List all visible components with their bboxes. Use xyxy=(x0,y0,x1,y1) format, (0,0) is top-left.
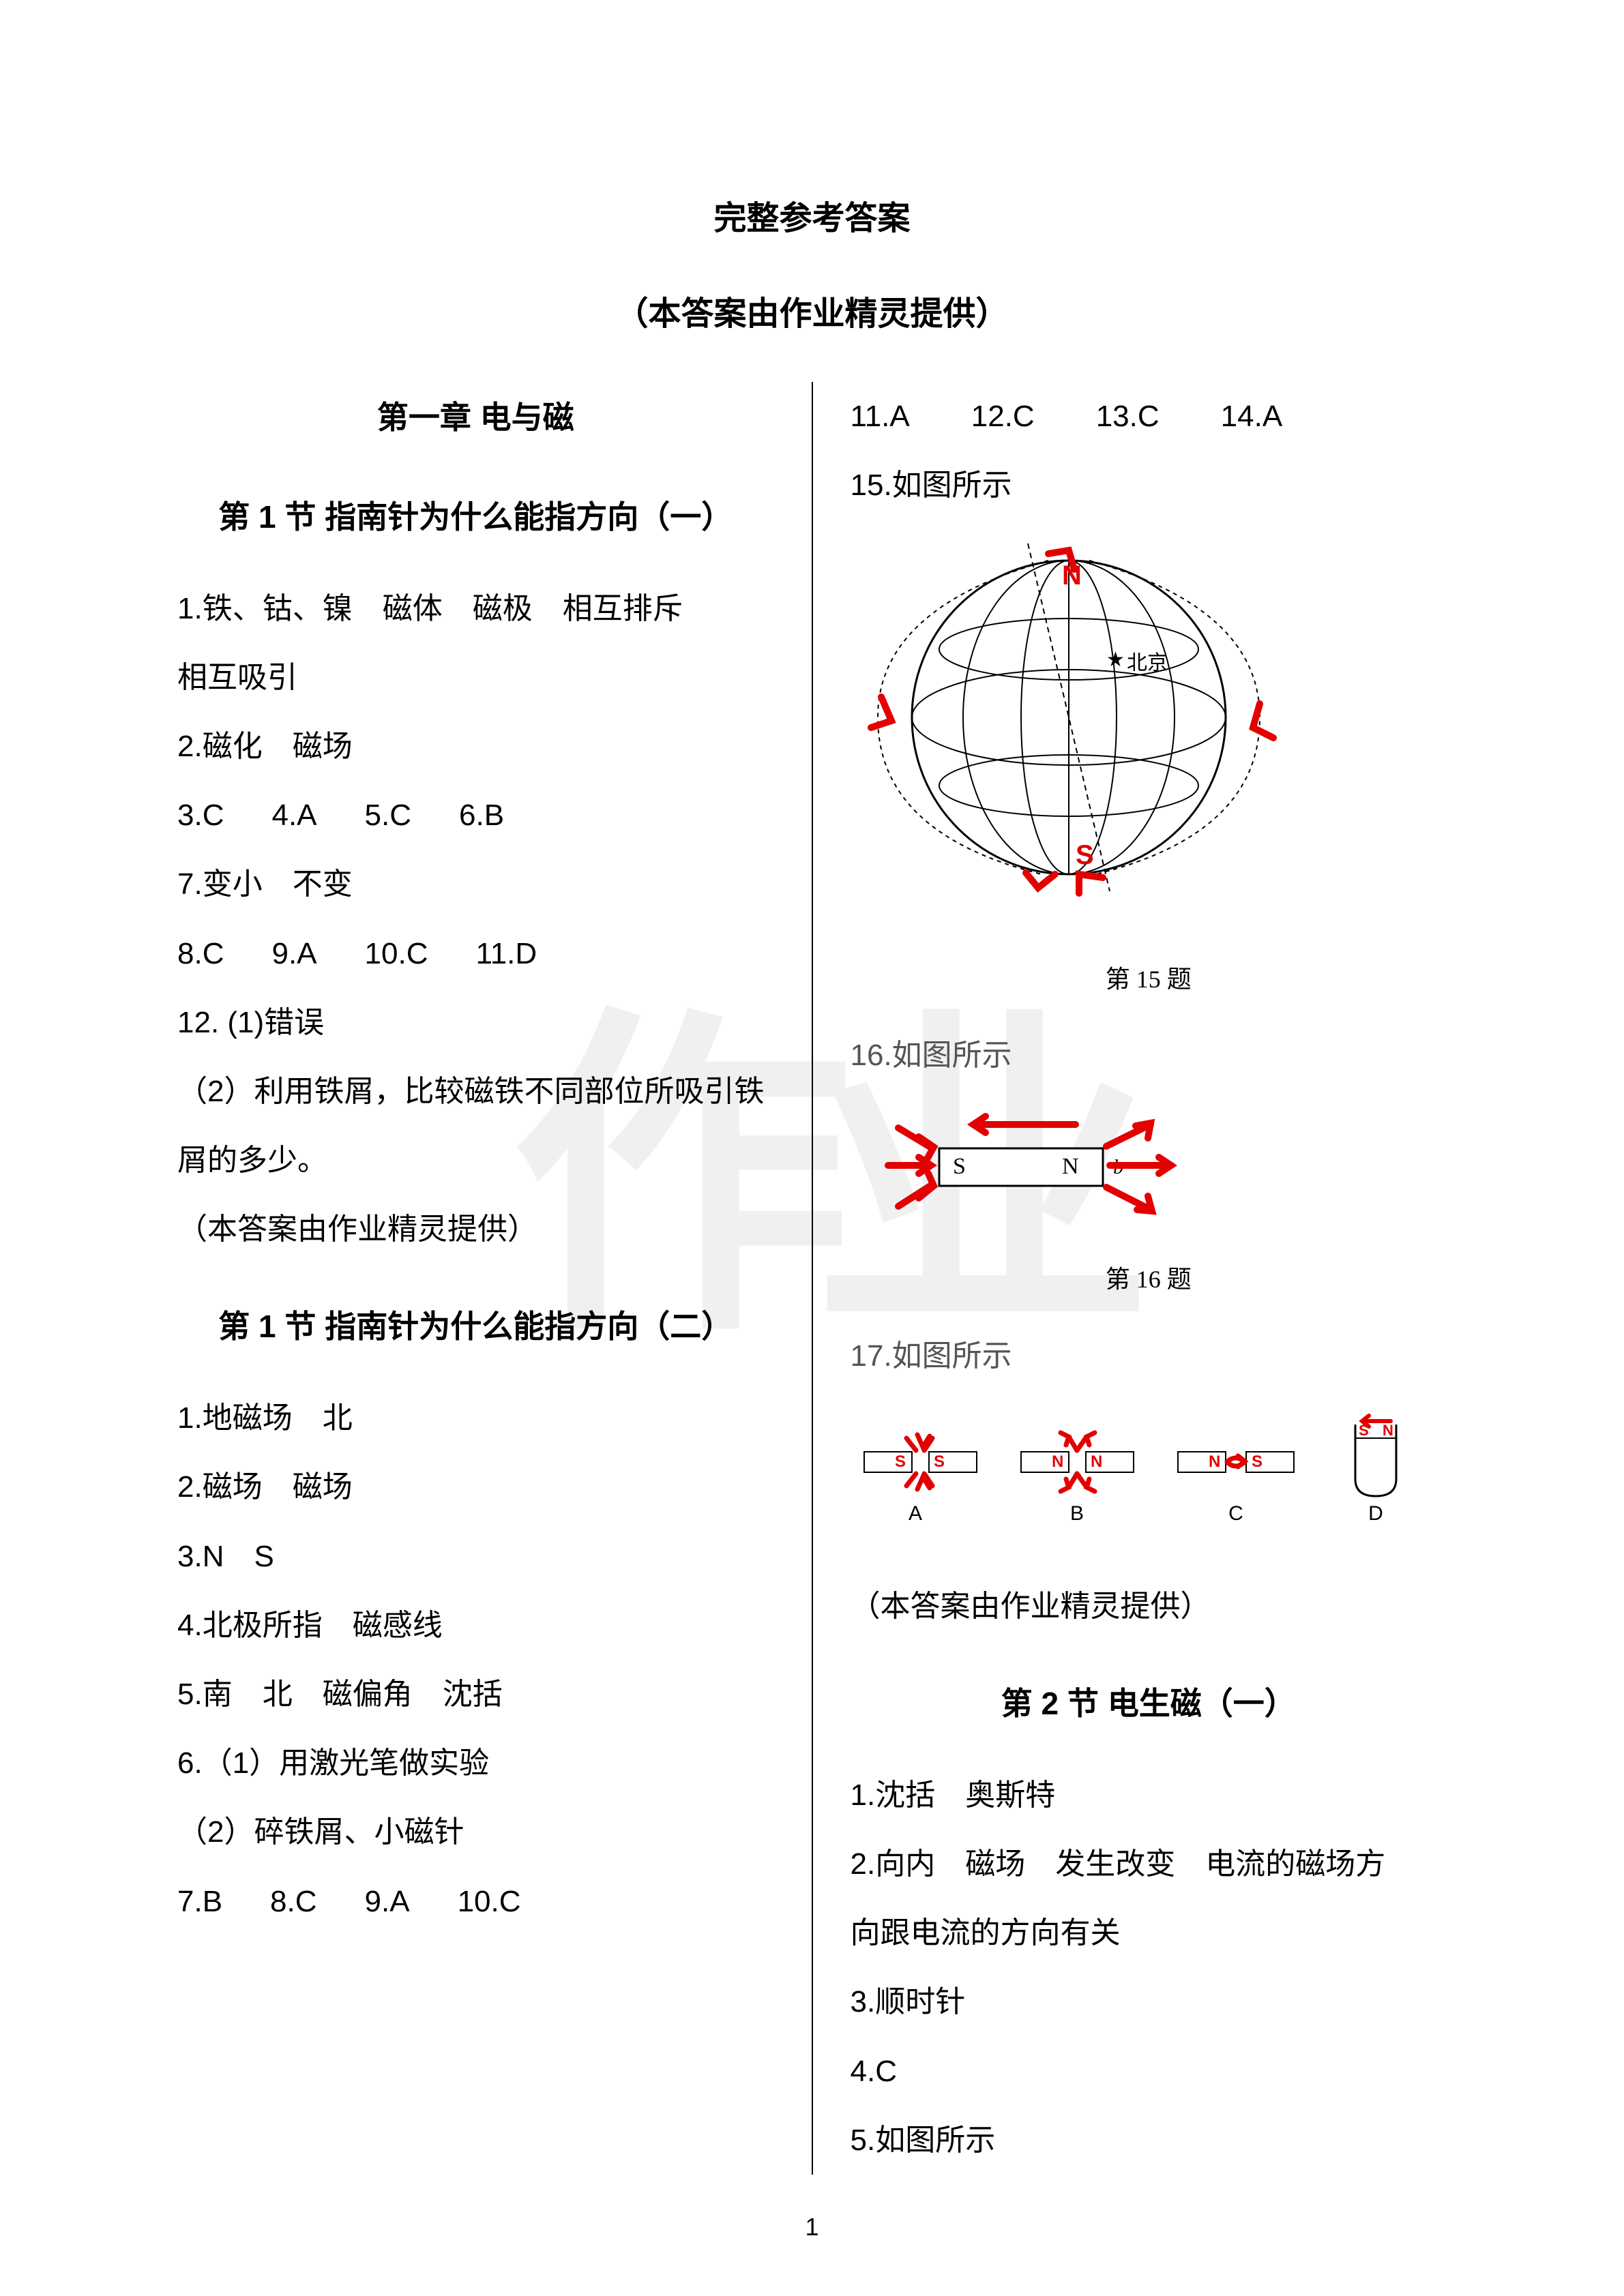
figure-17: S S A xyxy=(851,1397,1447,1558)
south-label: S xyxy=(1076,840,1094,870)
mc-answer: 8.C xyxy=(270,1867,316,1936)
figure-caption: 第 16 题 xyxy=(851,1251,1447,1308)
mc-answer: 11.A xyxy=(851,382,910,451)
mc-answer: 8.C xyxy=(177,919,224,988)
page-title: 完整参考答案 xyxy=(177,191,1447,239)
two-column-layout: 第一章 电与磁 第 1 节 指南针为什么能指方向（一） 1.铁、钴、镍 磁体 磁… xyxy=(177,382,1447,2175)
answer-line: 15.如图所示 xyxy=(851,451,1447,520)
mc-answer: 12.C xyxy=(971,382,1035,451)
answer-mc-row: 3.C 4.A 5.C 6.B xyxy=(177,781,774,850)
figure-caption: 第 15 题 xyxy=(851,951,1447,1008)
svg-text:B: B xyxy=(1069,1502,1083,1525)
answer-mc-row: 7.B 8.C 9.A 10.C xyxy=(177,1867,774,1936)
answer-line: 5.如图所示 xyxy=(851,2106,1447,2175)
svg-text:S: S xyxy=(895,1452,906,1471)
mc-answer: 11.D xyxy=(475,919,537,988)
answer-line: 1.铁、钴、镍 磁体 磁极 相互排斥 xyxy=(177,574,774,643)
answer-line: 1.地磁场 北 xyxy=(177,1384,774,1452)
svg-text:A: A xyxy=(908,1502,921,1525)
answer-line: 17.如图所示 xyxy=(851,1322,1447,1390)
answer-line: 3.N S xyxy=(177,1522,774,1591)
document-page: 作业 完整参考答案 （本答案由作业精灵提供） 第一章 电与磁 第 1 节 指南针… xyxy=(0,0,1624,2296)
mc-answer: 10.C xyxy=(458,1867,521,1936)
section-heading: 第 1 节 指南针为什么能指方向（一） xyxy=(177,481,774,554)
answer-line: 屑的多少。 xyxy=(177,1126,774,1195)
s-pole-label: S xyxy=(953,1154,966,1179)
svg-text:★: ★ xyxy=(1106,648,1125,671)
mc-answer: 3.C xyxy=(177,781,224,850)
beijing-label: 北京 xyxy=(1127,652,1168,674)
magnet-cases-diagram: S S A xyxy=(851,1397,1444,1534)
answer-line: 2.磁场 磁场 xyxy=(177,1452,774,1521)
credit-line: （本答案由作业精灵提供） xyxy=(177,1195,774,1264)
mc-answer: 14.A xyxy=(1221,382,1283,451)
answer-line: （2）碎铁屑、小磁针 xyxy=(177,1798,774,1866)
mc-answer: 6.B xyxy=(459,781,504,850)
svg-text:N: N xyxy=(1091,1452,1102,1471)
answer-line: 16.如图所示 xyxy=(851,1021,1447,1090)
answer-line: 3.顺时针 xyxy=(851,1967,1447,2036)
answer-line: 1.沈括 奥斯特 xyxy=(851,1761,1447,1830)
answer-line: 2.向内 磁场 发生改变 电流的磁场方 xyxy=(851,1830,1447,1898)
chapter-heading: 第一章 电与磁 xyxy=(177,382,774,454)
mc-answer: 4.A xyxy=(271,781,316,850)
answer-mc-row: 11.A 12.C 13.C 14.A xyxy=(851,382,1447,451)
answer-line: 2.磁化 磁场 xyxy=(177,712,774,781)
mc-answer: 9.A xyxy=(271,919,316,988)
svg-text:D: D xyxy=(1368,1502,1383,1525)
page-subtitle: （本答案由作业精灵提供） xyxy=(177,286,1447,334)
answer-line: 5.南 北 磁偏角 沈括 xyxy=(177,1660,774,1729)
answer-line: 7.变小 不变 xyxy=(177,850,774,919)
answer-line: （2）利用铁屑，比较磁铁不同部位所吸引铁 xyxy=(177,1057,774,1126)
mc-answer: 13.C xyxy=(1096,382,1160,451)
figure-16: S N b xyxy=(851,1097,1447,1308)
svg-text:C: C xyxy=(1228,1502,1243,1525)
bar-magnet-diagram: S N b xyxy=(851,1097,1205,1234)
answer-line: 12. (1)错误 xyxy=(177,988,774,1057)
answer-line: 4.北极所指 磁感线 xyxy=(177,1591,774,1660)
globe-diagram: ★ 北京 N S xyxy=(851,526,1287,922)
figure-15: ★ 北京 N S xyxy=(851,526,1447,1007)
left-column: 第一章 电与磁 第 1 节 指南针为什么能指方向（一） 1.铁、钴、镍 磁体 磁… xyxy=(177,382,813,2175)
page-content: 完整参考答案 （本答案由作业精灵提供） 第一章 电与磁 第 1 节 指南针为什么… xyxy=(177,191,1447,2175)
answer-line: 4.C xyxy=(851,2037,1447,2106)
credit-line: （本答案由作业精灵提供） xyxy=(851,1572,1447,1641)
mc-answer: 7.B xyxy=(177,1867,222,1936)
right-column: 11.A 12.C 13.C 14.A 15.如图所示 xyxy=(813,382,1447,2175)
answer-mc-row: 8.C 9.A 10.C 11.D xyxy=(177,919,774,988)
n-pole-label: N xyxy=(1062,1154,1079,1179)
mc-answer: 10.C xyxy=(365,919,428,988)
page-number: 1 xyxy=(805,2213,818,2241)
answer-line: 6.（1）用激光笔做实验 xyxy=(177,1729,774,1798)
svg-text:N: N xyxy=(1209,1452,1220,1471)
svg-text:S: S xyxy=(934,1452,945,1471)
mc-answer: 5.C xyxy=(365,781,411,850)
svg-text:N: N xyxy=(1052,1452,1063,1471)
section-heading: 第 2 节 电生磁（一） xyxy=(851,1668,1447,1740)
section-heading: 第 1 节 指南针为什么能指方向（二） xyxy=(177,1291,774,1363)
svg-text:N: N xyxy=(1383,1422,1393,1439)
svg-text:S: S xyxy=(1252,1452,1263,1471)
answer-line: 向跟电流的方向有关 xyxy=(851,1898,1447,1967)
mc-answer: 9.A xyxy=(365,1867,410,1936)
answer-line: 相互吸引 xyxy=(177,643,774,712)
